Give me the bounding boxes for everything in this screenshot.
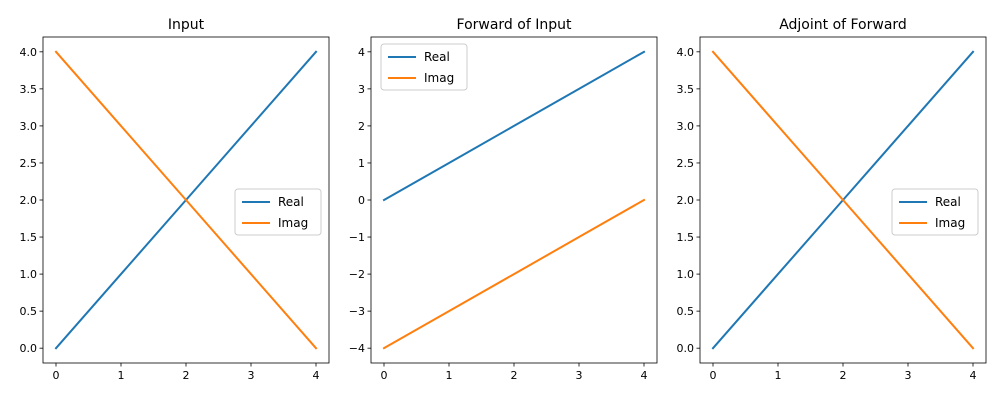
- x-tick-label: 4: [641, 369, 648, 382]
- legend-label-imag: Imag: [278, 216, 308, 230]
- y-tick-label: 0.5: [20, 305, 38, 318]
- chart-title: Input: [168, 17, 205, 33]
- y-tick-label: 2.5: [677, 157, 695, 170]
- y-tick-label: 1.5: [20, 231, 38, 244]
- y-tick-label: −3: [349, 305, 365, 318]
- series-line-imag: [54, 50, 318, 350]
- series-line-real: [382, 50, 646, 202]
- legend: Real Imag: [234, 188, 322, 236]
- x-tick-label: 4: [970, 369, 977, 382]
- legend-label-real: Real: [935, 195, 961, 209]
- x-tick-label: 0: [53, 369, 60, 382]
- x-tick-label: 3: [248, 369, 255, 382]
- y-tick-label: 2.5: [20, 157, 38, 170]
- y-tick-label: −2: [349, 268, 365, 281]
- x-tick-label: 0: [710, 369, 717, 382]
- legend-label-imag: Imag: [935, 216, 965, 230]
- y-tick-label: 2.0: [20, 194, 38, 207]
- series-line-imag: [711, 50, 975, 350]
- x-tick-label: 4: [313, 369, 320, 382]
- y-tick-label: 0.0: [677, 342, 695, 355]
- y-tick-label: 4: [358, 46, 365, 59]
- x-tick-label: 3: [576, 369, 583, 382]
- y-tick-label: 0: [358, 194, 365, 207]
- subplot-2: Forward of Input 0 1 2 3 4 −4 −3 −2 −1 0 1 2 3 4 Real Im…: [349, 17, 658, 382]
- y-tick-label: 1.0: [20, 268, 38, 281]
- legend-label-imag: Imag: [424, 71, 454, 85]
- subplot-3: Adjoint of Forward 0 1 2 3 4 0.0 0.5 1.0 1.5 2.0 2.…: [677, 17, 987, 382]
- y-tick-label: 2.0: [677, 194, 695, 207]
- x-tick-label: 1: [775, 369, 782, 382]
- y-tick-label: 2: [358, 120, 365, 133]
- x-tick-label: 2: [840, 369, 847, 382]
- y-tick-label: −1: [349, 231, 365, 244]
- legend-label-real: Real: [424, 50, 450, 64]
- y-tick-label: 3.5: [20, 83, 38, 96]
- x-tick-label: 3: [905, 369, 912, 382]
- y-tick-label: 3: [358, 83, 365, 96]
- legend: Real Imag: [891, 188, 979, 236]
- legend: Real Imag: [380, 43, 468, 91]
- chart-title: Adjoint of Forward: [779, 17, 907, 33]
- y-tick-label: 1: [358, 157, 365, 170]
- y-tick-label: 4.0: [20, 46, 38, 59]
- x-tick-label: 0: [381, 369, 388, 382]
- y-tick-label: 0.5: [677, 305, 695, 318]
- x-tick-label: 1: [118, 369, 125, 382]
- y-tick-label: 4.0: [677, 46, 695, 59]
- y-tick-label: 1.0: [677, 268, 695, 281]
- y-tick-label: 3.5: [677, 83, 695, 96]
- subplot-1: Input 0 1 2 3 4 0.0 0.5 1.0 1.5 2.0 2.5 3.0 3.5 4.0 Rea…: [20, 17, 330, 382]
- x-tick-label: 2: [511, 369, 518, 382]
- series-line-imag: [382, 198, 646, 350]
- chart-title: Forward of Input: [457, 17, 572, 33]
- x-tick-label: 1: [446, 369, 453, 382]
- legend-label-real: Real: [278, 195, 304, 209]
- y-tick-label: 1.5: [677, 231, 695, 244]
- x-tick-label: 2: [183, 369, 190, 382]
- y-tick-label: 0.0: [20, 342, 38, 355]
- y-tick-label: 3.0: [20, 120, 38, 133]
- y-tick-label: 3.0: [677, 120, 695, 133]
- y-tick-label: −4: [349, 342, 365, 355]
